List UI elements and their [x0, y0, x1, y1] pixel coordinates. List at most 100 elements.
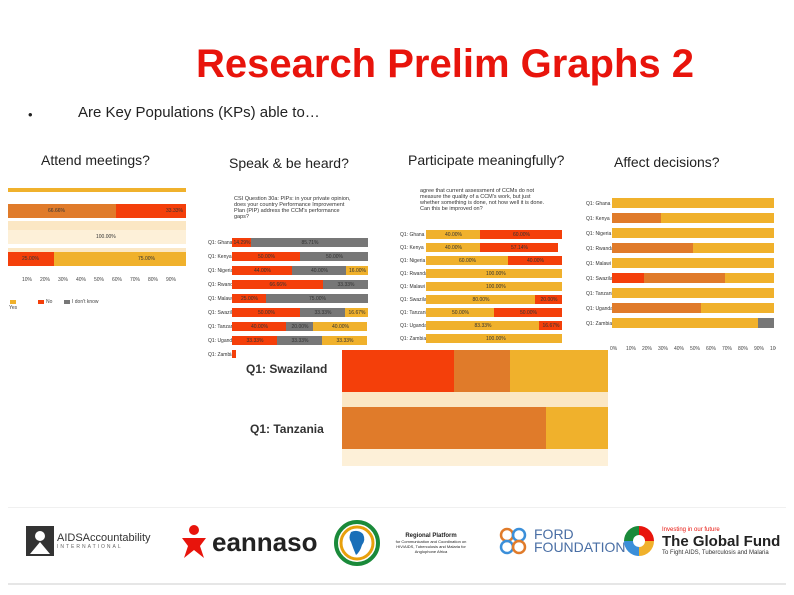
chart2-bar-label: 16.67%	[348, 310, 366, 316]
slide-title: Research Prelim Graphs 2	[196, 42, 695, 86]
chart4-tick: 100%	[770, 346, 776, 352]
chart3-bar-label: 16.67%	[542, 323, 560, 329]
chart2-bar-label: 40.00%	[311, 268, 328, 274]
tick: 30%	[58, 277, 69, 283]
rp-title: Regional Platform	[405, 532, 457, 539]
chart3-bar	[480, 230, 562, 239]
aids-accountability-icon	[26, 526, 54, 556]
chart3-row-label: Q1: Uganda	[400, 323, 427, 329]
chart4-bar	[612, 258, 774, 268]
chart3-bar-label: 40.00%	[445, 232, 462, 238]
gf-top: Investing in our future	[662, 526, 720, 533]
chart2-bar	[346, 266, 368, 275]
chart3-bar	[535, 295, 562, 304]
chart2-bar-label: 50.00%	[258, 254, 275, 260]
label-attend-2: 100.00%	[96, 234, 116, 240]
chart4-bar	[612, 273, 644, 283]
chart3-bar	[426, 282, 562, 291]
chart2-row-label: Q1: Kenya	[208, 254, 232, 260]
zoom-bar-swaziland-yellow	[510, 350, 608, 392]
chart2-bar-label: 33.33%	[291, 338, 309, 344]
chart2-bar	[251, 238, 368, 247]
chart3-bar	[426, 243, 480, 252]
chart3-row-label: Q1: Nigeria	[400, 258, 426, 264]
question-affect: Affect decisions?	[614, 154, 720, 170]
chart2-bar	[322, 336, 367, 345]
tick: 20%	[40, 277, 51, 283]
chart4-row-label: Q1: Ghana	[586, 201, 611, 207]
chart3-bar-label: 100.00%	[486, 271, 506, 277]
logo-eannaso: eannaso	[178, 524, 318, 560]
chart2-bar-label: 85.71%	[301, 240, 319, 246]
chart3-bar-label: 20.00%	[540, 297, 558, 303]
chart2-bar-label: 14.29%	[233, 240, 251, 246]
global-fund-icon	[624, 526, 654, 556]
chart4-bar	[612, 318, 758, 328]
chart2-bar	[345, 308, 368, 317]
chart3-bar-label: 50.00%	[520, 310, 537, 316]
zoom-bar-swaziland-orange	[454, 350, 510, 392]
legend-dont-know: I don't know	[72, 299, 99, 305]
chart4-tick: 90%	[754, 346, 765, 352]
chart2-bar-label: 66.66%	[269, 282, 287, 288]
rp-sub: for Communication and Coordination on HI…	[395, 538, 467, 554]
chart2-bar	[286, 322, 313, 331]
zoom-bar-tanzania-orange	[342, 407, 546, 449]
chart4-bar	[612, 213, 661, 223]
bar-attend-yes-2	[8, 230, 186, 244]
bar-attend-no-1	[116, 204, 186, 218]
chart4-tick: 20%	[642, 346, 653, 352]
chart2-row-label: Q1: Swaziland	[208, 310, 241, 316]
tick: 70%	[130, 277, 141, 283]
chart3-bar	[426, 334, 562, 343]
logo-regional-platform: Regional Platform for Communication and …	[334, 520, 476, 566]
tick: 60%	[112, 277, 123, 283]
logo-ford-foundation: FORD FOUNDATION	[496, 524, 626, 558]
chart4-bar	[758, 318, 774, 328]
label-attend-1a: 66.66%	[48, 208, 65, 214]
ford-knot-icon	[499, 527, 527, 555]
bullet-text: Are Key Populations (KPs) able to…	[78, 104, 320, 121]
chart-attend-meetings: 66.66% 33.33% 100.00% 25.00% 75.00% 10% …	[8, 188, 186, 312]
chart2-row-label: Q1: Zambia	[208, 352, 235, 358]
chart3-bar	[426, 256, 508, 265]
chart-affect-decisions: Q1: Ghana Q1: Kenya Q1: Nigeria Q1: Rwanda Q…	[586, 194, 776, 356]
chart2-bar	[232, 322, 286, 331]
chart4-bar	[612, 303, 701, 313]
chart2-bar-label: 50.00%	[326, 254, 343, 260]
chart3-bar	[426, 321, 539, 330]
chart3-row-label: Q1: Kenya	[400, 245, 424, 251]
chart4-tick: 60%	[706, 346, 717, 352]
label-attend-3b: 75.00%	[138, 256, 155, 262]
tick: 10%	[22, 277, 33, 283]
chart2-bar	[232, 294, 266, 303]
chart2-bar	[232, 308, 300, 317]
partner-logos: AIDSAccountability INTERNATIONAL eannaso…	[0, 510, 794, 580]
chart2-bar-label: 25.00%	[241, 296, 258, 302]
chart2-bar-label: 33.33%	[246, 338, 264, 344]
gf-name: The Global Fund	[662, 532, 781, 550]
chart4-row-label: Q1: Nigeria	[586, 231, 612, 237]
bar-attend-no-3	[54, 252, 186, 266]
chart4-row-label: Q1: Malawi	[586, 261, 612, 267]
chart2-bar-label: 33.33%	[337, 282, 355, 288]
chart3-bar-label: 40.00%	[445, 245, 462, 251]
eannaso-figure-icon	[182, 525, 206, 558]
chart2-bar	[232, 336, 277, 345]
chart2-bar	[277, 336, 322, 345]
chart3-bar-label: 60.00%	[459, 258, 476, 264]
tick: 40%	[76, 277, 87, 283]
question-speak: Speak & be heard?	[229, 155, 349, 171]
chart2-row-label: Q1: Uganda	[208, 338, 235, 344]
chart3-bar	[426, 308, 494, 317]
chart4-tick: 70%	[722, 346, 733, 352]
chart-participate: agree that current assessment of CCMs do…	[398, 188, 568, 350]
zoom-label-swaziland: Q1: Swaziland	[246, 362, 328, 376]
chart2-bar-label: 50.00%	[258, 310, 275, 316]
tick: 90%	[166, 277, 177, 283]
chart4-tick: 40%	[674, 346, 685, 352]
chart3-bar	[426, 295, 535, 304]
chart2-row-label: Q1: Nigeria	[208, 268, 234, 274]
chart2-bar	[292, 266, 346, 275]
bullet-marker: •	[28, 107, 33, 122]
